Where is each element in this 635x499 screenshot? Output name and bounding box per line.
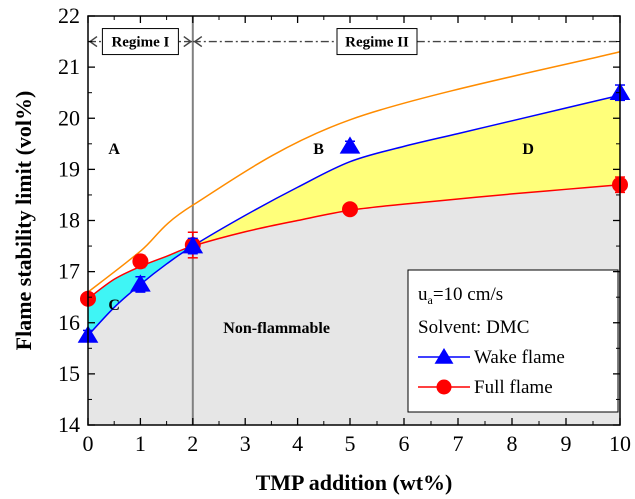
legend-condition: ua=10 cm/s bbox=[418, 284, 503, 307]
legend: ua=10 cm/s Solvent: DMC Wake flame Full fla… bbox=[407, 269, 619, 413]
x-tick-label: 3 bbox=[240, 431, 251, 456]
y-tick-label: 18 bbox=[58, 208, 80, 233]
legend-condition-prefix: u bbox=[418, 284, 428, 305]
legend-condition-subscript: a bbox=[428, 293, 434, 307]
legend-full-marker bbox=[436, 379, 452, 395]
full-flame-point bbox=[132, 253, 149, 270]
upper-limit-line bbox=[87, 51, 621, 293]
x-tick-label: 7 bbox=[453, 431, 464, 456]
regime-label-box bbox=[101, 28, 179, 56]
label-layer: Regime I Regime II A B C D Non-flammable bbox=[101, 28, 534, 337]
legend-condition-value: =10 cm/s bbox=[433, 284, 503, 305]
regime-label-box bbox=[336, 28, 418, 56]
x-tick-label: 4 bbox=[292, 431, 303, 456]
region-d-fill bbox=[192, 95, 621, 247]
full-flame-point bbox=[342, 201, 358, 218]
x-tick-label: 8 bbox=[507, 431, 518, 456]
regime-i-right-arrowhead bbox=[183, 35, 193, 48]
y-tick-label: 22 bbox=[58, 3, 80, 28]
region-label: C bbox=[108, 297, 120, 314]
x-tick-label: 10 bbox=[609, 431, 631, 456]
wake-flame-point bbox=[130, 274, 151, 292]
region-label: A bbox=[108, 141, 120, 158]
x-tick-label: 1 bbox=[135, 431, 146, 456]
legend-wake-marker bbox=[434, 348, 454, 364]
y-tick-label: 14 bbox=[58, 412, 80, 437]
wake-flame-point bbox=[182, 236, 204, 254]
axes: 0 1 2 3 4 5 6 7 8 9 10 14 15 16 17 18 19 20 21 22 TMP additi… bbox=[11, 3, 631, 495]
region-label: Non-flammable bbox=[223, 320, 330, 337]
x-axis-title: TMP addition (wt%) bbox=[256, 470, 453, 495]
x-tick-label: 5 bbox=[345, 431, 356, 456]
y-tick-label: 20 bbox=[58, 105, 80, 130]
y-tick-label: 21 bbox=[58, 54, 80, 79]
region-label: B bbox=[313, 141, 324, 158]
legend-solvent: Solvent: DMC bbox=[418, 317, 529, 338]
region-c-fill bbox=[88, 246, 193, 336]
legend-full-label: Full flame bbox=[474, 377, 553, 398]
y-tick-label: 15 bbox=[58, 361, 80, 386]
regime-ii-left-arrowhead bbox=[193, 35, 203, 48]
wake-flame-point bbox=[339, 136, 361, 154]
y-tick-label: 19 bbox=[58, 156, 80, 181]
y-tick-label: 16 bbox=[58, 310, 80, 335]
y-axis-title: Flame stability limit (vol%) bbox=[11, 91, 36, 351]
y-tick-label: 17 bbox=[58, 259, 80, 284]
x-tick-label: 2 bbox=[187, 431, 198, 456]
region-label: D bbox=[522, 141, 534, 158]
regime-label: Regime II bbox=[345, 35, 409, 51]
legend-wake-label: Wake flame bbox=[474, 347, 565, 368]
x-tick-label: 0 bbox=[83, 431, 94, 456]
x-tick-label: 6 bbox=[399, 431, 410, 456]
x-tick-label: 9 bbox=[561, 431, 572, 456]
regime-label: Regime I bbox=[111, 35, 169, 51]
